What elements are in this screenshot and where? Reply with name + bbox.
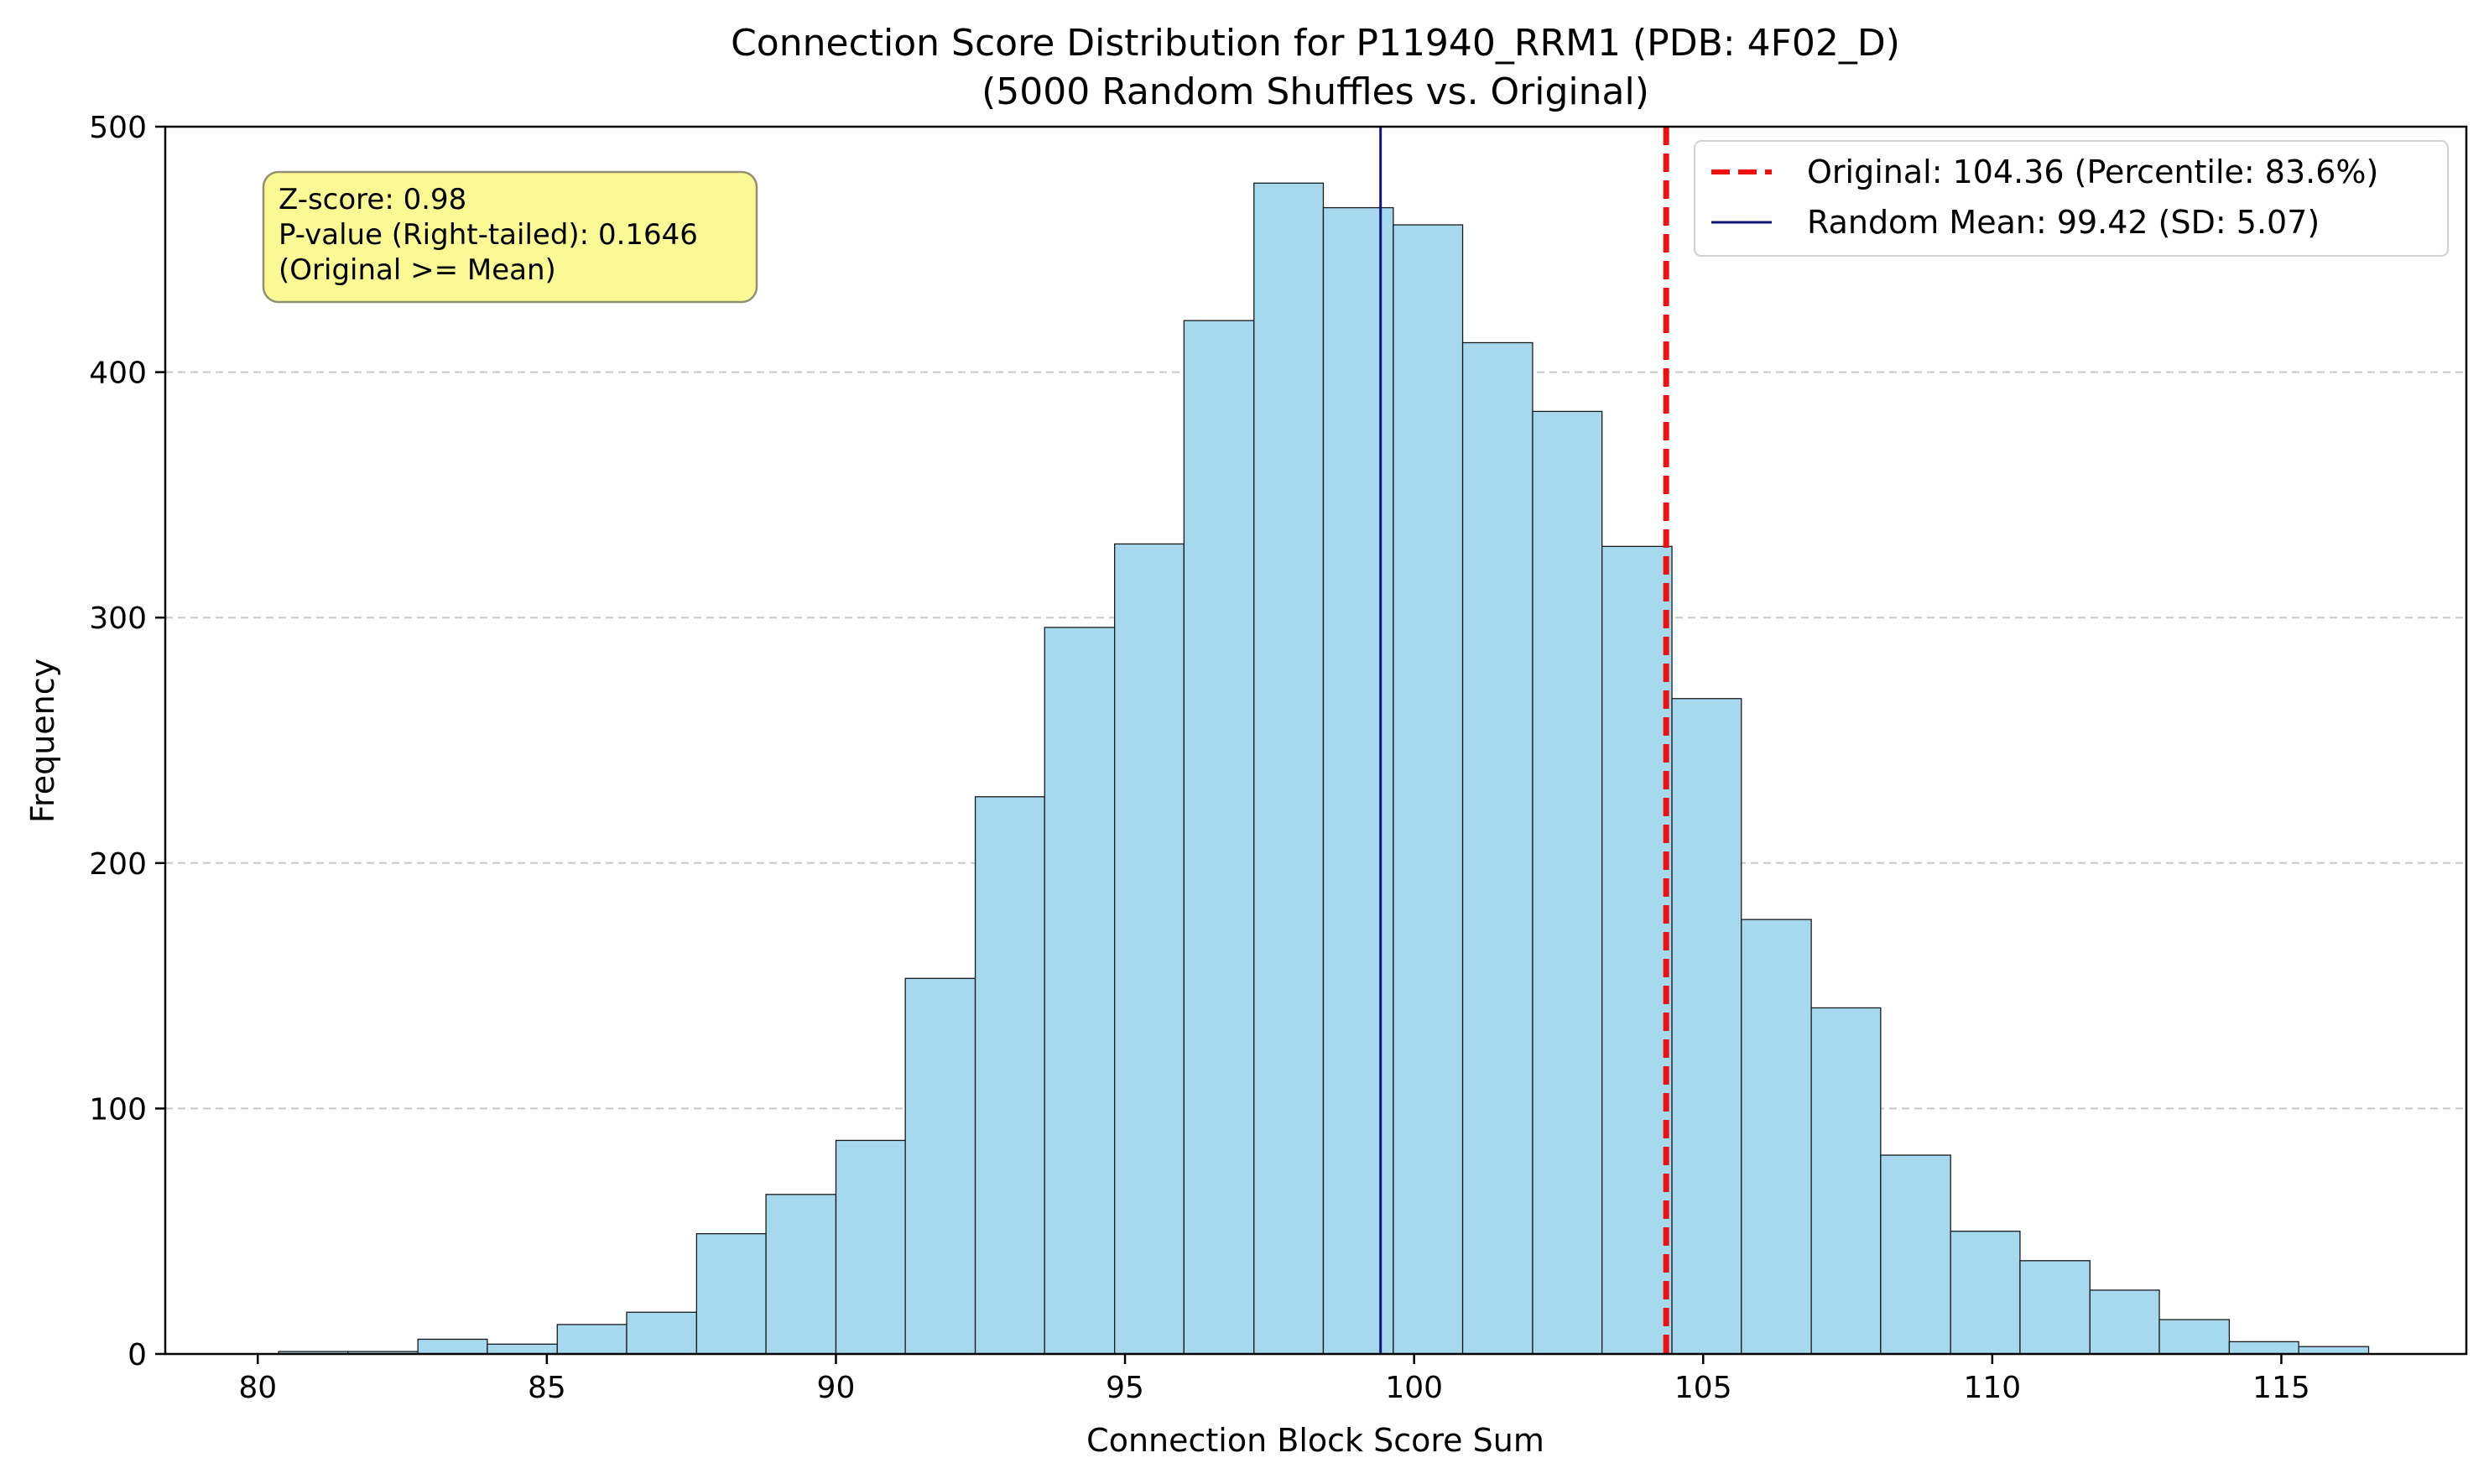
- x-axis-label: Connection Block Score Sum: [1086, 1422, 1544, 1459]
- histogram-bar: [904, 977, 976, 1355]
- legend-frame: [1694, 140, 2449, 257]
- plot-frame: [164, 125, 2468, 1356]
- chart-subtitle: (5000 Random Shuffles vs. Original): [982, 70, 1649, 113]
- annotation-line-pvalue: P-value (Right-tailed): 0.1646: [279, 218, 698, 252]
- y-tick-label: 500: [89, 111, 147, 145]
- y-tick-label: 400: [89, 357, 147, 391]
- x-tick-label: 105: [1674, 1371, 1732, 1405]
- y-axis-ticks: 0 100 200 300 400 500: [89, 111, 165, 1372]
- legend-label-random-mean: Random Mean: 99.42 (SD: 5.07): [1807, 204, 2320, 241]
- histogram-bar: [1671, 698, 1742, 1355]
- histogram-bar: [1322, 206, 1394, 1355]
- histogram-bar: [1880, 1154, 1951, 1355]
- y-axis-label: Frequency: [24, 659, 61, 823]
- histogram-bar: [1532, 410, 1603, 1355]
- x-tick-label: 100: [1385, 1371, 1443, 1405]
- histogram-bar: [1393, 224, 1464, 1355]
- histogram-bar: [1950, 1231, 2021, 1355]
- histogram-bar: [695, 1232, 767, 1355]
- histogram-bar: [487, 1343, 558, 1355]
- histogram-bar: [1044, 627, 1116, 1355]
- histogram-bar: [1183, 320, 1255, 1355]
- histogram-bar: [1253, 182, 1325, 1355]
- y-tick-label: 200: [89, 847, 147, 882]
- histogram-bar: [1114, 543, 1185, 1355]
- histogram-bar: [1741, 919, 1812, 1355]
- histogram-bar: [626, 1311, 698, 1355]
- histogram-bar: [1601, 545, 1673, 1355]
- histogram-bar: [2298, 1346, 2370, 1355]
- histogram-bar: [2228, 1341, 2299, 1355]
- histogram-bar: [1810, 1007, 1882, 1355]
- histogram-bar: [556, 1324, 627, 1355]
- y-tick-label: 300: [89, 601, 147, 636]
- x-tick-label: 90: [817, 1371, 856, 1405]
- legend: Original: 104.36 (Percentile: 83.6%) Ran…: [1694, 140, 2449, 257]
- histogram-bar: [974, 796, 1045, 1355]
- histogram-bar: [2089, 1289, 2160, 1355]
- annotation-line-note: (Original >= Mean): [279, 253, 556, 287]
- histogram-bar: [835, 1139, 906, 1355]
- histogram-bar: [2019, 1260, 2091, 1355]
- legend-label-original: Original: 104.36 (Percentile: 83.6%): [1807, 154, 2378, 190]
- x-axis-ticks: 80 85 90 95 100 105 110 115: [238, 1354, 2310, 1405]
- y-tick-label: 100: [89, 1092, 147, 1127]
- histogram-bar: [765, 1194, 837, 1355]
- histogram-bar: [2158, 1319, 2231, 1355]
- x-tick-label: 115: [2252, 1371, 2310, 1405]
- x-tick-label: 85: [528, 1371, 566, 1405]
- annotation-background: [262, 170, 758, 304]
- reference-lines: [1379, 127, 1669, 1354]
- histogram-bars: [278, 182, 2370, 1355]
- histogram-bar: [417, 1338, 488, 1355]
- x-tick-label: 80: [238, 1371, 277, 1405]
- annotation-line-zscore: Z-score: 0.98: [279, 183, 466, 216]
- x-tick-label: 110: [1964, 1371, 2022, 1405]
- x-tick-label: 95: [1106, 1371, 1144, 1405]
- chart-title: Connection Score Distribution for P11940…: [731, 22, 1900, 65]
- y-tick-label: 0: [128, 1338, 147, 1372]
- histogram-bar: [1461, 341, 1533, 1355]
- stats-annotation-box: Z-score: 0.98 P-value (Right-tailed): 0.…: [262, 170, 758, 304]
